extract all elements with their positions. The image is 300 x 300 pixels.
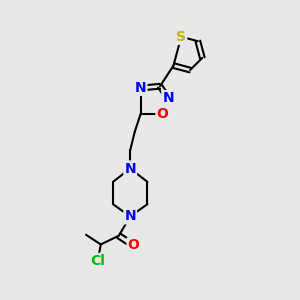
Text: S: S	[176, 30, 186, 44]
Text: N: N	[135, 81, 146, 95]
Text: O: O	[128, 238, 140, 252]
Text: N: N	[162, 91, 174, 105]
Text: Cl: Cl	[90, 254, 105, 268]
Text: N: N	[124, 209, 136, 224]
Text: N: N	[124, 161, 136, 176]
Text: O: O	[156, 107, 168, 121]
